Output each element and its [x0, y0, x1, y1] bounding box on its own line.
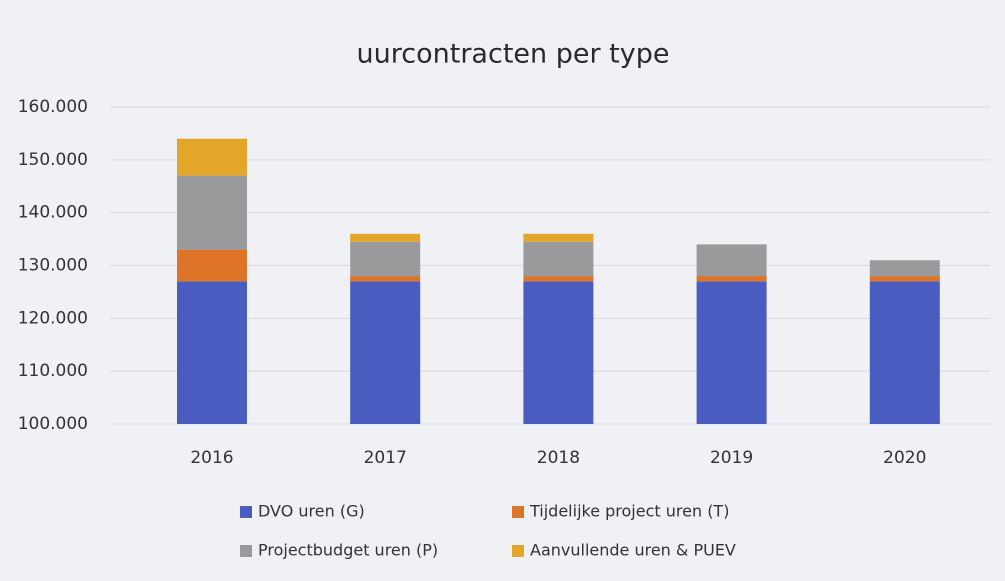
- legend-swatch: [512, 545, 524, 557]
- bar-segment: [523, 241, 594, 277]
- y-tick-label: 110.000: [18, 361, 88, 381]
- legend-label: Tijdelijke project uren (T): [529, 502, 729, 521]
- bar-segment: [350, 281, 421, 424]
- y-tick-label: 120.000: [18, 308, 88, 328]
- x-tick-label: 2018: [537, 448, 580, 468]
- legend-label: Projectbudget uren (P): [258, 541, 438, 560]
- bar-segment: [869, 276, 940, 282]
- y-tick-label: 150.000: [18, 150, 88, 170]
- bar-segment: [869, 281, 940, 424]
- bar-segment: [350, 276, 421, 282]
- y-tick-label: 130.000: [18, 256, 88, 276]
- bar-segment: [177, 249, 247, 282]
- bar-segment: [696, 281, 767, 424]
- y-tick-label: 160.000: [18, 97, 88, 117]
- chart-title: uurcontracten per type: [357, 39, 670, 70]
- bar-segment: [177, 281, 247, 424]
- bar-segment: [177, 138, 247, 176]
- legend-label: DVO uren (G): [258, 502, 365, 521]
- legend-swatch: [240, 545, 252, 557]
- bar-segment: [523, 281, 594, 424]
- y-tick-label: 100.000: [18, 414, 88, 434]
- bar-segment: [350, 233, 421, 242]
- x-tick-label: 2016: [190, 448, 233, 468]
- bar-segment: [696, 244, 767, 277]
- legend-swatch: [512, 506, 524, 518]
- bar-segment: [177, 175, 247, 250]
- y-tick-label: 140.000: [18, 203, 88, 223]
- x-tick-label: 2017: [364, 448, 407, 468]
- legend-swatch: [240, 506, 252, 518]
- bar-segment: [696, 276, 767, 282]
- bar-segment: [523, 233, 594, 242]
- bar-segment: [523, 276, 594, 282]
- bar-segment: [869, 260, 940, 277]
- bar-segment: [350, 241, 421, 277]
- legend-label: Aanvullende uren & PUEV: [530, 541, 736, 560]
- x-tick-label: 2019: [710, 448, 753, 468]
- x-tick-label: 2020: [883, 448, 926, 468]
